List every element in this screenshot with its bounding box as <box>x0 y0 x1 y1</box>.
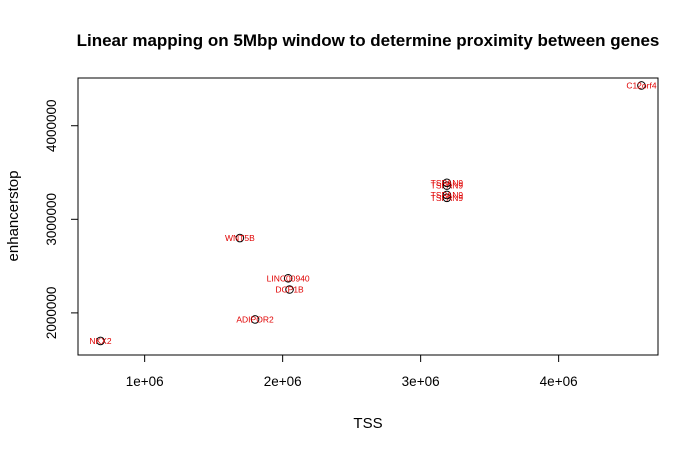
y-axis-label: enhancerstop <box>5 171 22 262</box>
data-point-label: TSPAN9 <box>431 178 464 188</box>
data-point <box>283 273 293 283</box>
data-point <box>442 193 452 203</box>
data-point-label: DCP1B <box>275 284 304 294</box>
data-point <box>250 315 260 324</box>
data-point <box>96 336 105 346</box>
y-tick-label: 3000000 <box>44 193 59 246</box>
data-point-label: NKX2 <box>89 336 111 346</box>
data-point-label: ADIPOR2 <box>236 314 274 324</box>
data-point-label: TSPAN9 <box>431 193 464 203</box>
data-point <box>637 81 646 90</box>
data-point-label: C12orf4 <box>626 80 657 90</box>
data-point <box>285 285 294 294</box>
x-tick-label: 3e+06 <box>402 374 440 389</box>
x-axis: 1e+06 2e+06 3e+06 4e+06 <box>126 354 578 389</box>
x-axis-label: TSS <box>353 415 382 432</box>
x-tick-label: 4e+06 <box>540 374 578 389</box>
data-point-label: TSPAN9 <box>431 190 464 200</box>
data-point <box>442 181 452 190</box>
y-axis: 2000000 3000000 4000000 <box>44 99 79 340</box>
y-tick-label: 4000000 <box>44 99 59 152</box>
data-point <box>442 190 452 200</box>
data-point-label: TSPAN9 <box>431 181 464 191</box>
x-tick-label: 2e+06 <box>264 374 302 389</box>
chart-title: Linear mapping on 5Mbp window to determi… <box>77 31 660 50</box>
data-point <box>235 233 245 243</box>
y-tick-label: 2000000 <box>44 287 59 340</box>
plot-frame <box>77 77 659 356</box>
data-point-label: WNT5B <box>225 233 255 243</box>
data-point-label: LINC00940 <box>267 273 310 283</box>
data-point <box>442 178 452 188</box>
x-tick-label: 1e+06 <box>126 374 164 389</box>
